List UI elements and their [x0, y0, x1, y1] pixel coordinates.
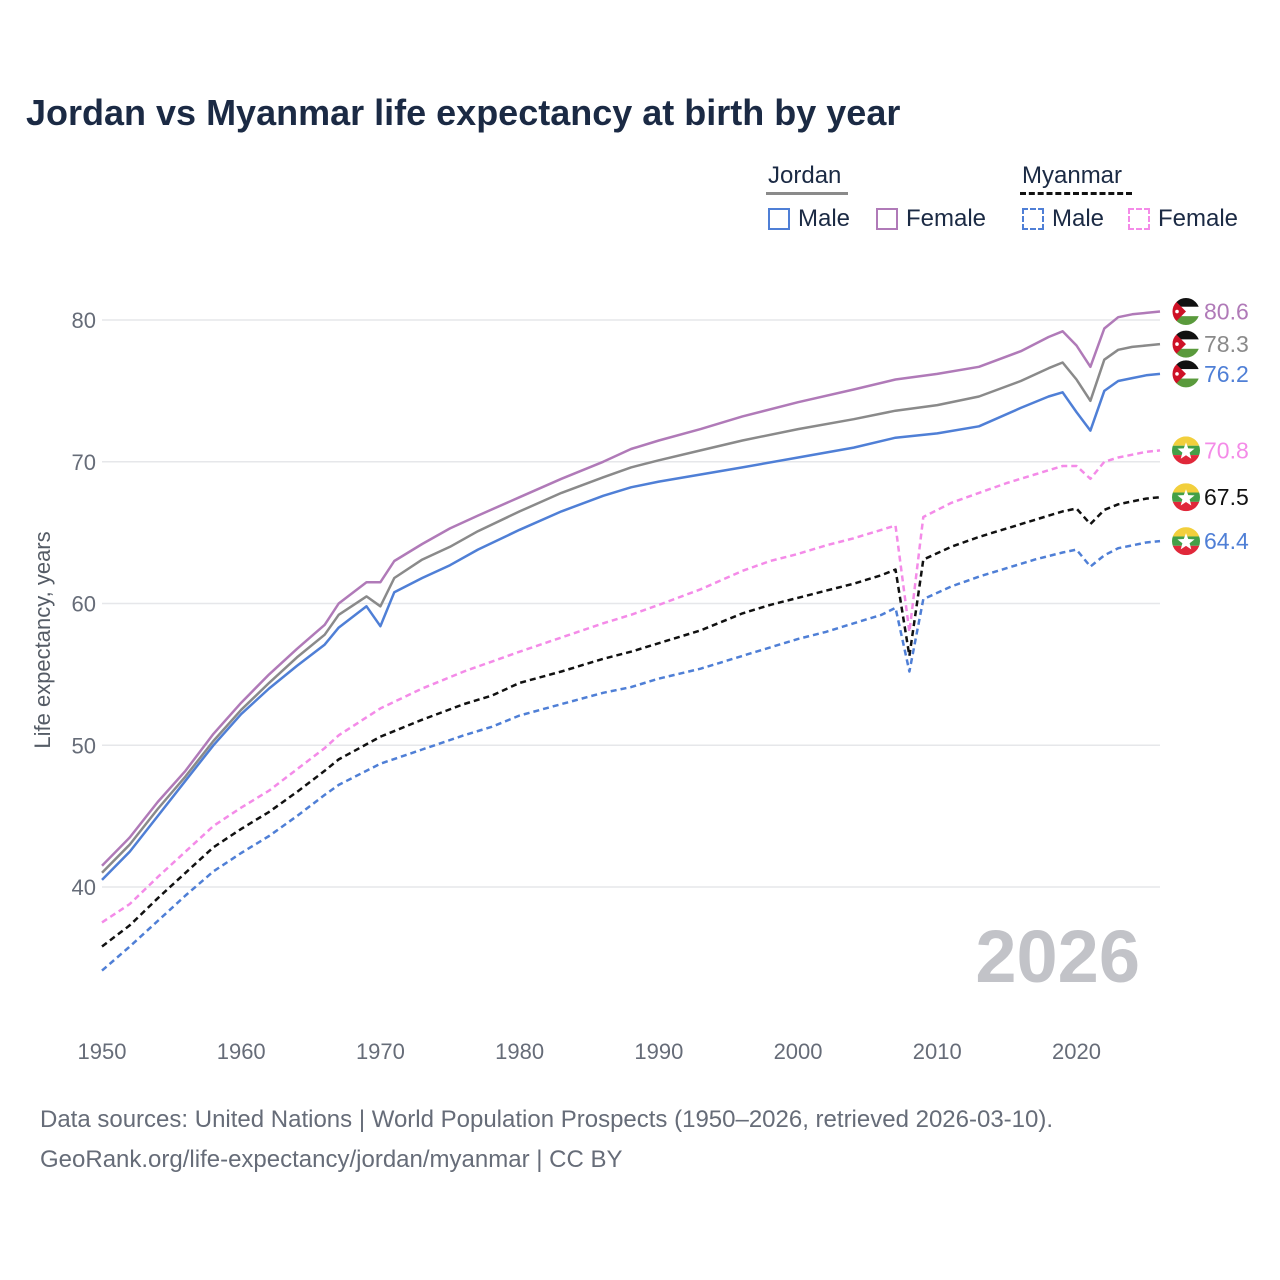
end-label-jordan-total: 78.3: [1204, 331, 1249, 357]
current-year-label: 2026: [975, 915, 1140, 998]
legend-jordan-male[interactable]: Male: [768, 205, 850, 233]
myanmar-flag-icon: [1172, 436, 1200, 465]
x-tick-1950: 1950: [78, 1039, 127, 1064]
myanmar-flag-icon: [1172, 527, 1200, 556]
legend-label: Female: [1158, 205, 1239, 232]
legend-jordan-female[interactable]: Female: [876, 205, 986, 233]
end-label-jordan-male: 76.2: [1204, 361, 1249, 387]
series-line-jordan-male: [101, 372, 1161, 881]
legend-myanmar-line: [1020, 192, 1132, 195]
y-tick-50: 50: [72, 733, 96, 758]
series-line-myanmar-male: [101, 539, 1161, 972]
footer-sources: Data sources: United Nations | World Pop…: [40, 1106, 1054, 1133]
legend-swatch-myanmar-male: [1022, 208, 1044, 230]
x-tick-1960: 1960: [217, 1039, 266, 1064]
x-tick-1980: 1980: [495, 1039, 544, 1064]
legend-jordan-line: [766, 192, 848, 195]
y-tick-60: 60: [72, 592, 96, 617]
end-label-myanmar-female: 70.8: [1204, 437, 1249, 463]
y-tick-80: 80: [72, 308, 96, 333]
y-tick-70: 70: [72, 450, 96, 475]
end-label-myanmar-total: 67.5: [1204, 484, 1249, 510]
series-line-jordan-female: [101, 310, 1161, 867]
x-tick-1990: 1990: [634, 1039, 683, 1064]
y-axis-title: Life expectancy, years: [30, 531, 55, 748]
x-tick-2010: 2010: [913, 1039, 962, 1064]
x-tick-1970: 1970: [356, 1039, 405, 1064]
footer-link[interactable]: GeoRank.org/life-expectancy/jordan/myanm…: [40, 1146, 623, 1173]
legend-label: Male: [798, 205, 851, 232]
legend-myanmar-female[interactable]: Female: [1128, 205, 1238, 233]
legend-label: Female: [906, 205, 987, 232]
series-line-myanmar-female: [101, 449, 1161, 924]
legend-swatch-myanmar-female: [1128, 208, 1150, 230]
y-tick-40: 40: [72, 875, 96, 900]
legend-jordan-heading: Jordan: [768, 162, 842, 189]
x-tick-2020: 2020: [1052, 1039, 1101, 1064]
jordan-flag-icon: [1171, 329, 1201, 359]
jordan-flag-icon: [1171, 296, 1201, 326]
legend-swatch-jordan-female: [876, 208, 898, 230]
series-line-jordan-total: [101, 342, 1161, 874]
end-label-jordan-female: 80.6: [1204, 298, 1249, 324]
myanmar-flag-icon: [1172, 483, 1200, 512]
series-line-myanmar-total: [101, 495, 1161, 948]
legend-swatch-jordan-male: [768, 208, 790, 230]
end-label-myanmar-male: 64.4: [1204, 528, 1249, 554]
jordan-flag-icon: [1171, 359, 1201, 389]
legend-myanmar-male[interactable]: Male: [1022, 205, 1104, 233]
legend-label: Male: [1052, 205, 1105, 232]
x-tick-2000: 2000: [774, 1039, 823, 1064]
chart-title: Jordan vs Myanmar life expectancy at bir…: [26, 92, 901, 133]
legend-myanmar-heading: Myanmar: [1022, 162, 1123, 189]
